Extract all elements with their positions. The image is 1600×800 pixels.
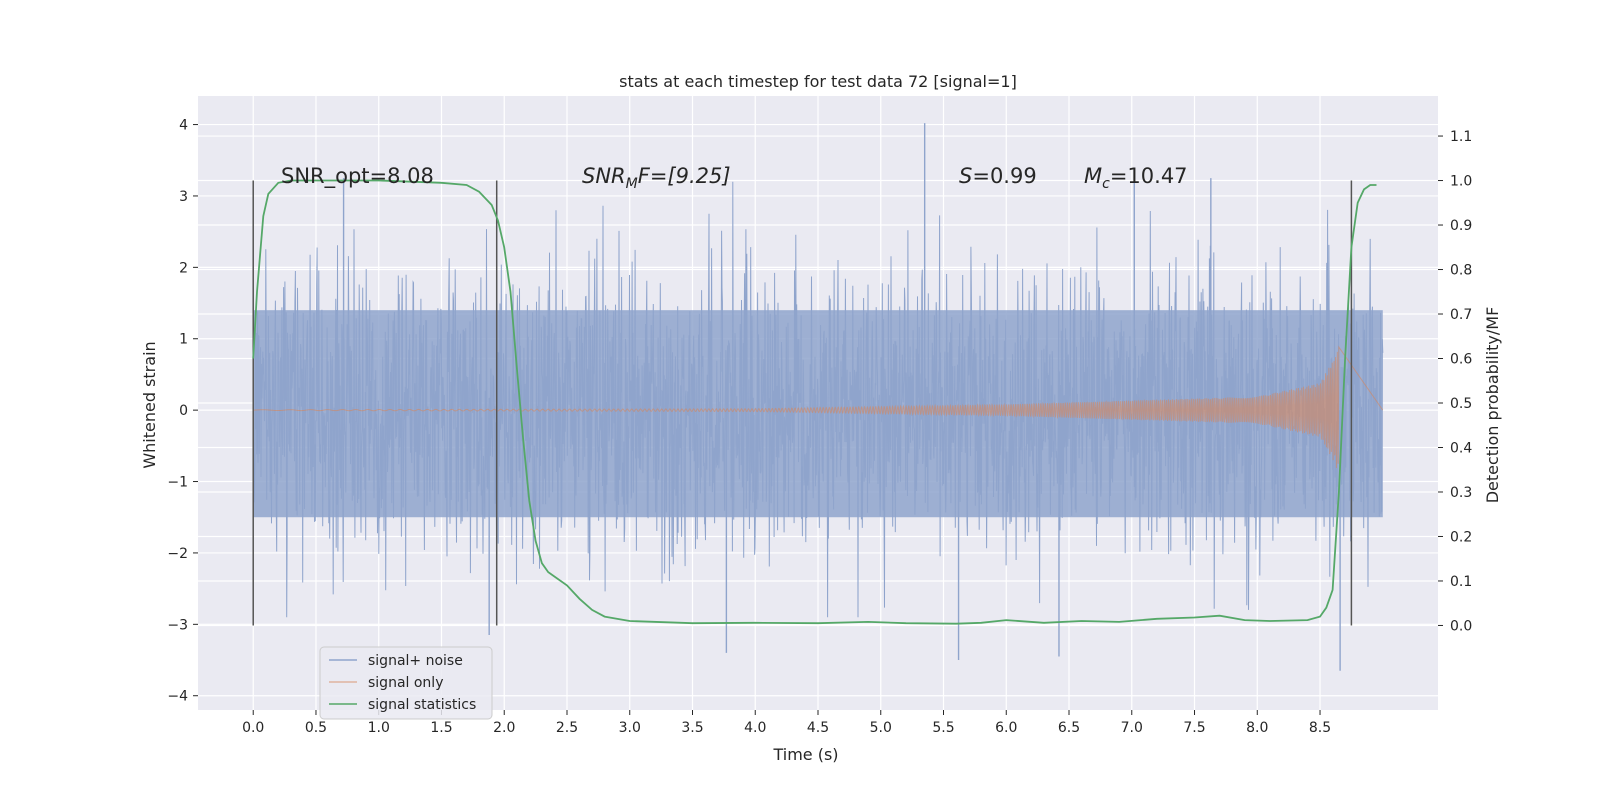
- annotation-s-main: S: [959, 164, 972, 188]
- y-tick-label-right: 0.0: [1450, 618, 1472, 634]
- x-tick-label: 2.0: [493, 720, 515, 736]
- x-tick-label: 4.5: [807, 720, 829, 736]
- x-tick-label: 8.0: [1246, 720, 1268, 736]
- legend-label-signal-only: signal only: [368, 675, 443, 691]
- y-tick-label-left: −2: [167, 546, 188, 562]
- y-axis-label-left: Whitened strain: [140, 341, 159, 468]
- annotation-s: S=0.99: [959, 164, 1037, 188]
- series-signal-only: [253, 345, 1384, 469]
- x-tick-label: 0.5: [305, 720, 327, 736]
- x-tick-label: 6.0: [995, 720, 1017, 736]
- x-tick-label: 4.0: [744, 720, 766, 736]
- noise-trace: [252, 181, 1384, 618]
- x-tick-label: 7.0: [1121, 720, 1143, 736]
- annotation-mc: Mc=10.47: [1084, 164, 1188, 192]
- annotation-snr-mf-sub: M: [626, 176, 638, 192]
- x-tick-label: 1.5: [430, 720, 452, 736]
- x-tick-label: 6.5: [1058, 720, 1080, 736]
- annotation-snr-mf: SNRMF=[9.25]: [582, 164, 731, 192]
- y-tick-label-left: −4: [167, 689, 188, 705]
- x-tick-label: 8.5: [1309, 720, 1331, 736]
- legend-label-signal-noise: signal+ noise: [368, 653, 463, 669]
- x-tick-label: 3.5: [681, 720, 703, 736]
- x-axis-label: Time (s): [772, 745, 838, 764]
- signal-statistics-line: [252, 179, 1377, 625]
- series-signal-statistics: [252, 179, 1377, 625]
- x-tick-label: 5.0: [870, 720, 892, 736]
- y-tick-label-left: −3: [167, 617, 188, 633]
- axis-ticks: 0.0 0.5 1.0 1.5 2.0 2.5 3.0 3.5 4.0 4.5 5.0 5.5 6.0 6…: [167, 118, 1472, 736]
- y-tick-label-left: 0: [179, 403, 188, 419]
- y-tick-label-left: 3: [179, 189, 188, 205]
- y-tick-label-right: 0.2: [1450, 529, 1472, 545]
- annotation-snr-opt: SNR_opt=8.08: [281, 164, 434, 189]
- signal-only-line: [253, 345, 1384, 469]
- y-axis-label-right: Detection probability/MF: [1483, 307, 1502, 504]
- y-tick-label-left: 1: [179, 332, 188, 348]
- x-tick-label: 1.0: [368, 720, 390, 736]
- legend-box: [319, 646, 493, 720]
- y-tick-label-right: 0.3: [1450, 485, 1472, 501]
- annotation-mc-tail: =10.47: [1110, 164, 1188, 188]
- x-tick-label: 5.5: [932, 720, 954, 736]
- y-tick-label-right: 0.5: [1450, 396, 1472, 412]
- x-tick-label: 3.0: [619, 720, 641, 736]
- annotation-s-tail: =0.99: [972, 164, 1036, 188]
- legend-label-signal-statistics: signal statistics: [368, 697, 476, 713]
- y-tick-label-right: 0.9: [1450, 218, 1472, 234]
- y-tick-label-right: 0.4: [1450, 440, 1472, 456]
- y-tick-label-right: 0.1: [1450, 574, 1472, 590]
- y-tick-label-right: 1.0: [1450, 174, 1472, 190]
- y-tick-label-left: 2: [179, 260, 188, 276]
- y-tick-label-left: 4: [179, 118, 188, 134]
- x-tick-label: 0.0: [242, 720, 264, 736]
- y-tick-label-right: 0.7: [1450, 307, 1472, 323]
- y-tick-label-left: −1: [167, 475, 188, 491]
- x-tick-label: 2.5: [556, 720, 578, 736]
- x-tick-label: 7.5: [1183, 720, 1205, 736]
- y-tick-label-right: 0.8: [1450, 263, 1472, 279]
- y-tick-label-right: 1.1: [1450, 129, 1472, 145]
- annotation-mc-sub: c: [1102, 176, 1110, 192]
- y-tick-label-right: 0.6: [1450, 352, 1472, 368]
- annotation-snr-mf-tail: F=[9.25]: [638, 164, 731, 188]
- chart-title: stats at each timestep for test data 72 …: [619, 72, 1017, 91]
- annotation-mc-main: M: [1084, 164, 1102, 188]
- annotation-snr-mf-base: SNR: [582, 164, 626, 188]
- legend: signal+ noise signal only signal statist…: [319, 646, 493, 720]
